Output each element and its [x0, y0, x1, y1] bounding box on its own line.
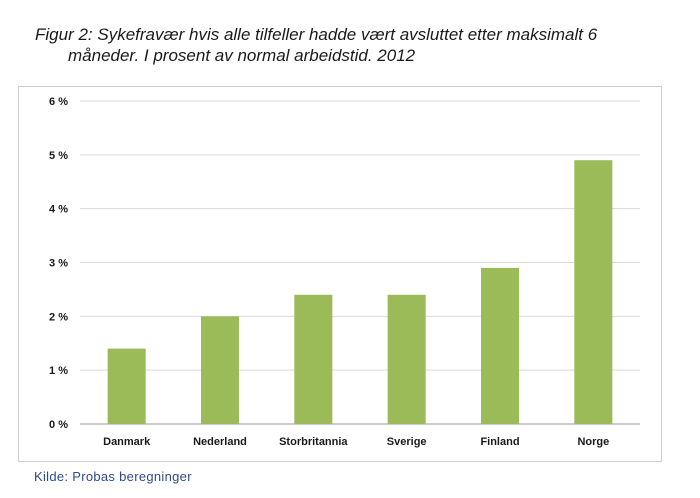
x-tick-label: Finland [480, 436, 519, 448]
bars [107, 160, 613, 424]
bar-danmark [107, 348, 146, 424]
y-tick-label: 1 % [49, 365, 68, 377]
gridlines [80, 100, 640, 425]
x-tick-label: Sverige [387, 436, 427, 448]
chart-frame [18, 86, 662, 462]
bar-storbritannia [294, 294, 333, 424]
y-tick-label: 5 % [49, 150, 68, 162]
figure-title: Figur 2: Sykefravær hvis alle tilfeller … [35, 24, 675, 66]
x-tick-label: Storbritannia [279, 436, 348, 448]
figure-title-line1: Figur 2: Sykefravær hvis alle tilfeller … [35, 25, 598, 44]
x-tick-label: Norge [577, 436, 609, 448]
x-axis-ticks: Danmark Nederland Storbritannia Sverige Finl… [103, 436, 609, 448]
x-tick-label: Nederland [193, 436, 247, 448]
source-note: Kilde: Probas beregninger [34, 469, 192, 484]
bar-finland [481, 267, 519, 424]
y-axis-ticks: 0 % 1 % 2 % 3 % 4 % 5 % 6 % [49, 96, 68, 431]
y-tick-label: 4 % [49, 204, 68, 216]
y-tick-label: 6 % [49, 96, 68, 108]
bar-sverige [387, 294, 426, 424]
figure-title-line2: måneder. I prosent av normal arbeidstid.… [68, 46, 416, 65]
bar-nederland [201, 316, 239, 424]
y-tick-label: 2 % [49, 311, 68, 323]
x-tick-label: Danmark [103, 436, 151, 448]
y-tick-label: 3 % [49, 258, 68, 270]
y-tick-label: 0 % [49, 419, 68, 431]
bar-norge [574, 160, 613, 424]
